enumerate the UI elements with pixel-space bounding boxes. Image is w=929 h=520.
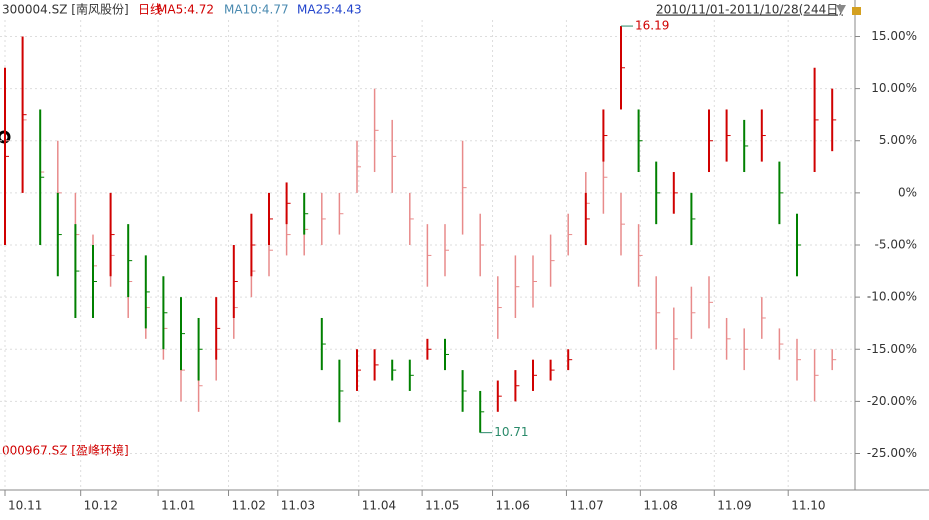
annotation: 10.71 xyxy=(494,425,528,439)
y-tick-label: -25.00% xyxy=(867,446,917,460)
x-tick-label: 11.08 xyxy=(643,499,677,513)
ma10: MA10:4.77 xyxy=(224,3,289,17)
y-tick-label: -20.00% xyxy=(867,394,917,408)
y-tick-label: 0% xyxy=(898,185,917,199)
x-tick-label: 11.10 xyxy=(791,499,825,513)
compare-label: 000967.SZ [盈峰环境] xyxy=(2,443,129,458)
dropdown-icon[interactable] xyxy=(836,5,846,14)
ma5: MA5:4.72 xyxy=(157,3,214,17)
x-tick-label: 10.12 xyxy=(84,499,118,513)
x-tick-label: 11.05 xyxy=(425,499,459,513)
x-tick-label: 11.04 xyxy=(362,499,396,513)
ma25: MA25:4.43 xyxy=(297,3,362,17)
x-tick-label: 11.07 xyxy=(569,499,603,513)
x-tick-label: 10.11 xyxy=(8,499,42,513)
symbol: 300004.SZ [南风股份] xyxy=(2,2,129,17)
lock-icon[interactable] xyxy=(852,7,861,15)
x-tick-label: 11.09 xyxy=(717,499,751,513)
x-tick-label: 11.01 xyxy=(161,499,195,513)
period: 日线 xyxy=(138,3,162,17)
x-tick-label: 11.03 xyxy=(281,499,315,513)
y-tick-label: -10.00% xyxy=(867,290,917,304)
x-tick-label: 11.06 xyxy=(496,499,530,513)
y-tick-label: -15.00% xyxy=(867,342,917,356)
y-tick-label: 10.00% xyxy=(871,81,917,95)
y-tick-label: 15.00% xyxy=(871,29,917,43)
annotation: 16.19 xyxy=(635,19,669,33)
date-range[interactable]: 2010/11/01-2011/10/28(244日) xyxy=(656,3,843,17)
y-tick-label: -5.00% xyxy=(875,238,917,252)
x-tick-label: 11.02 xyxy=(232,499,266,513)
y-tick-label: 5.00% xyxy=(879,133,917,147)
